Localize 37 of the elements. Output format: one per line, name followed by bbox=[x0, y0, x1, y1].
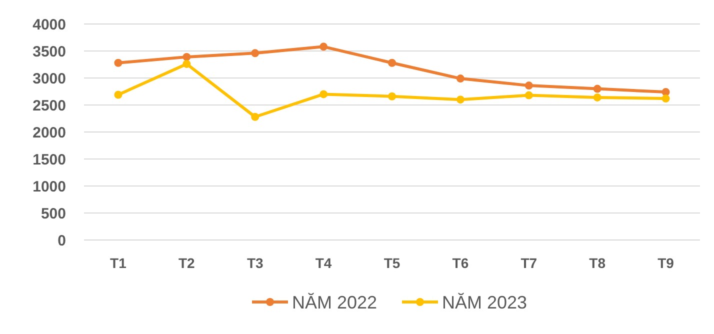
y-tick-label: 0 bbox=[58, 232, 66, 250]
x-tick-label: T9 bbox=[658, 255, 674, 271]
legend-label: NĂM 2022 bbox=[292, 292, 378, 312]
y-tick-label: 500 bbox=[40, 205, 66, 222]
point bbox=[320, 90, 328, 98]
point bbox=[662, 94, 670, 103]
point bbox=[456, 74, 464, 83]
y-tick-label: 4000 bbox=[32, 16, 66, 34]
y-tick-label: 2000 bbox=[32, 124, 66, 142]
x-tick-label: T5 bbox=[384, 255, 400, 271]
x-tick-label: T8 bbox=[589, 255, 606, 271]
point bbox=[114, 58, 122, 67]
y-tick-label: 1500 bbox=[32, 151, 66, 168]
y-tick-label: 3500 bbox=[32, 43, 66, 60]
y-tick-label: 1000 bbox=[32, 178, 66, 196]
point bbox=[593, 84, 602, 93]
point bbox=[524, 82, 533, 90]
point bbox=[388, 92, 396, 100]
y-tick-label: 2500 bbox=[32, 97, 66, 114]
x-tick-label: T2 bbox=[178, 255, 196, 271]
legend-label: NĂM 2023 bbox=[442, 292, 528, 312]
point bbox=[182, 60, 191, 68]
point bbox=[182, 52, 191, 61]
point bbox=[456, 96, 464, 104]
point bbox=[251, 112, 260, 121]
y-tick-label: 3000 bbox=[32, 70, 66, 88]
point bbox=[524, 91, 533, 100]
point bbox=[114, 90, 122, 99]
x-tick-label: T6 bbox=[452, 255, 469, 271]
point bbox=[320, 42, 328, 51]
point bbox=[593, 93, 602, 102]
x-tick-label: T3 bbox=[246, 255, 264, 271]
x-tick-label: T1 bbox=[110, 255, 127, 271]
point bbox=[388, 58, 396, 67]
x-tick-label: T7 bbox=[520, 255, 538, 271]
x-tick-label: T4 bbox=[315, 255, 332, 271]
point bbox=[251, 49, 260, 58]
